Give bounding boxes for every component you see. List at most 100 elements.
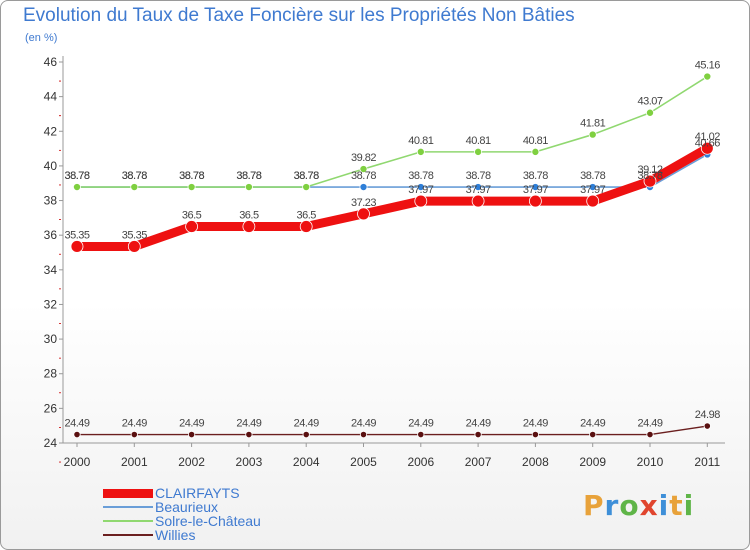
data-point-solre-le-ch-teau	[244, 183, 253, 192]
data-label-willies: 24.49	[64, 418, 89, 430]
data-point-clairfayts	[185, 220, 199, 233]
data-point-willies	[703, 422, 711, 430]
data-point-willies	[417, 430, 425, 439]
data-label-clairfayts: 37.97	[523, 184, 548, 196]
x-tick-label: 2001	[121, 455, 148, 469]
data-label-beaurieux: 40.66	[695, 137, 720, 149]
data-point-clairfayts	[357, 207, 370, 221]
data-point-willies	[188, 430, 196, 439]
data-label-willies: 24.49	[523, 418, 548, 430]
data-point-solre-le-ch-teau	[302, 183, 311, 192]
data-point-clairfayts	[299, 220, 313, 233]
x-tick-label: 2003	[236, 455, 263, 469]
data-point-solre-le-ch-teau	[130, 183, 139, 192]
data-point-beaurieux	[359, 183, 368, 192]
data-point-beaurieux	[531, 183, 540, 192]
data-label-willies: 24.49	[179, 418, 204, 430]
data-label-beaurieux: 38.78	[637, 170, 662, 182]
data-point-beaurieux	[474, 183, 483, 192]
data-point-willies	[130, 430, 138, 439]
data-label-beaurieux: 38.78	[351, 170, 376, 182]
data-label-clairfayts: 37.97	[580, 184, 605, 196]
data-point-clairfayts	[242, 220, 256, 233]
chart-title: Evolution du Taux de Taxe Foncière sur l…	[23, 5, 575, 26]
logo-letter: i	[658, 489, 670, 522]
data-label-solre-le-ch-teau: 40.81	[466, 135, 491, 147]
data-label-solre-le-ch-teau: 41.81	[580, 118, 605, 130]
data-label-beaurieux: 38.78	[580, 170, 605, 182]
legend-swatch-clairfayts	[103, 488, 153, 498]
data-label-willies: 24.98	[695, 409, 720, 421]
x-tick-label: 2007	[465, 455, 492, 469]
legend-label-willies: Willies	[155, 527, 196, 543]
data-label-solre-le-ch-teau: 38.78	[179, 170, 204, 182]
legend-swatch-willies	[103, 534, 153, 536]
data-point-willies	[646, 430, 654, 439]
data-label-beaurieux: 38.78	[179, 170, 204, 182]
x-tick-label: 2006	[407, 455, 434, 469]
data-label-solre-le-ch-teau: 39.82	[351, 152, 376, 164]
data-label-beaurieux: 38.78	[236, 170, 261, 182]
proxiti-logo: Proxiti	[583, 489, 694, 522]
series-line-beaurieux	[76, 153, 709, 188]
series-line-solre-le-ch-teau	[76, 75, 709, 188]
logo-letter: r	[604, 489, 620, 522]
data-label-clairfayts: 39.12	[637, 164, 662, 176]
x-tick-label: 2000	[64, 455, 91, 469]
data-point-beaurieux	[416, 183, 425, 192]
data-label-clairfayts: 37.97	[408, 184, 433, 196]
logo-letter: i	[683, 489, 695, 522]
y-tick-label: 24	[44, 436, 58, 450]
y-tick-label: 32	[44, 297, 58, 311]
data-point-clairfayts	[127, 240, 141, 253]
data-label-clairfayts: 41.02	[695, 131, 720, 143]
y-tick-label: 46	[44, 55, 58, 69]
x-tick-label: 2005	[350, 455, 377, 469]
data-label-willies: 24.49	[122, 418, 147, 430]
y-tick-label: 34	[44, 263, 58, 277]
data-point-willies	[474, 430, 482, 439]
x-tick-label: 2009	[579, 455, 606, 469]
series-line-clairfayts	[72, 143, 712, 251]
logo-letter: o	[619, 489, 640, 522]
data-point-clairfayts	[643, 174, 657, 188]
data-label-clairfayts: 36.5	[182, 210, 202, 222]
logo-letter: x	[639, 489, 659, 522]
data-label-clairfayts: 36.5	[239, 210, 259, 222]
data-label-willies: 24.49	[236, 418, 261, 430]
y-tick-label: 36	[44, 228, 58, 242]
legend-label-clairfayts: CLAIRFAYTS	[155, 485, 240, 501]
data-label-solre-le-ch-teau: 40.81	[408, 135, 433, 147]
logo-letter: t	[669, 489, 684, 522]
data-point-solre-le-ch-teau	[646, 108, 655, 117]
data-label-willies: 24.49	[351, 418, 376, 430]
x-tick-label: 2002	[178, 455, 205, 469]
y-tick-label: 26	[44, 401, 58, 415]
data-point-solre-le-ch-teau	[73, 183, 82, 192]
data-label-solre-le-ch-teau: 45.16	[695, 60, 720, 72]
data-point-clairfayts	[414, 194, 428, 208]
data-point-beaurieux	[588, 183, 597, 192]
legend-swatch-solre-le-ch-teau	[103, 520, 153, 522]
data-label-beaurieux: 38.78	[408, 170, 433, 182]
legend-swatch-beaurieux	[103, 506, 153, 508]
data-point-willies	[589, 430, 597, 439]
series-line-willies	[76, 425, 708, 436]
data-point-clairfayts	[700, 141, 714, 155]
data-point-willies	[359, 430, 368, 439]
y-tick-label: 38	[44, 194, 58, 208]
data-label-willies: 24.49	[294, 418, 319, 430]
x-tick-label: 2008	[522, 455, 549, 469]
y-tick-label: 28	[44, 367, 58, 381]
data-point-clairfayts	[586, 194, 600, 208]
data-point-willies	[245, 430, 253, 439]
data-label-willies: 24.49	[466, 418, 491, 430]
data-point-solre-le-ch-teau	[588, 130, 597, 139]
data-label-solre-le-ch-teau: 38.78	[294, 170, 319, 182]
y-tick-label: 40	[44, 159, 58, 173]
data-label-clairfayts: 37.23	[351, 197, 376, 209]
y-tick-label: 30	[44, 332, 58, 346]
data-point-willies	[531, 430, 540, 439]
